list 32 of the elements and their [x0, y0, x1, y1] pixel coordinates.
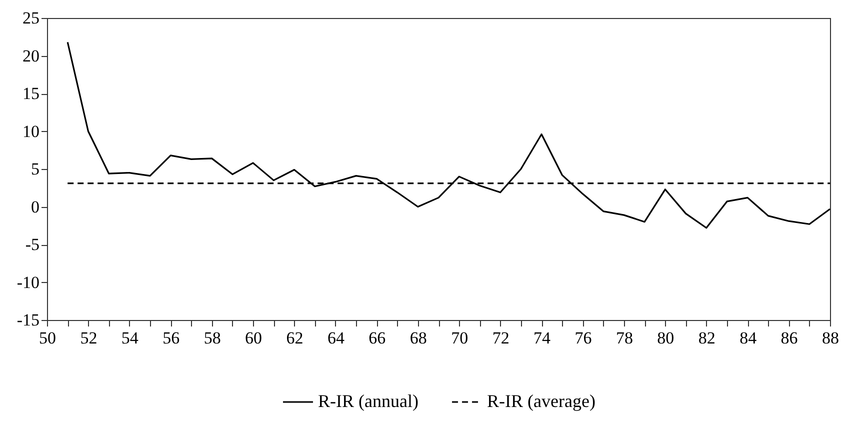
x-tick-label: 78 — [616, 328, 633, 348]
x-tick-label: 60 — [245, 328, 262, 348]
x-tick-label: 50 — [39, 328, 56, 348]
x-tick-label: 72 — [492, 328, 510, 348]
x-tick-label: 88 — [822, 328, 839, 348]
y-tick-label: 15 — [22, 84, 40, 103]
y-tick-label: 20 — [22, 46, 40, 66]
y-tick-label: 0 — [31, 197, 40, 216]
x-tick-label: 64 — [327, 328, 345, 348]
x-tick-label: 52 — [80, 328, 98, 348]
legend-label: R-IR (average) — [487, 391, 596, 411]
x-tick-label: 56 — [162, 328, 180, 348]
x-tick-label: 84 — [740, 328, 758, 348]
y-tick-label: -10 — [16, 272, 40, 292]
line-series — [66, 41, 831, 229]
x-tick-label: 70 — [451, 328, 468, 348]
x-tick-label: 80 — [657, 328, 674, 348]
legend-label: R-IR (annual) — [318, 391, 418, 411]
x-tick-label: 86 — [780, 328, 798, 348]
x-tick-label: 68 — [410, 328, 427, 348]
y-tick-label: 25 — [22, 8, 40, 28]
y-tick-label: -15 — [16, 310, 40, 330]
x-tick-label: 76 — [574, 328, 592, 348]
x-tick-label: 66 — [368, 328, 386, 348]
y-tick-label: 10 — [22, 122, 40, 141]
x-tick-label: 58 — [204, 328, 221, 348]
x-tick-label: 54 — [121, 328, 139, 348]
y-tick-label: 5 — [31, 160, 40, 178]
x-tick-label: 82 — [698, 328, 716, 348]
y-tick-label: -5 — [25, 235, 40, 254]
x-tick-label: 74 — [534, 328, 552, 348]
x-tick-label: 62 — [286, 328, 304, 348]
